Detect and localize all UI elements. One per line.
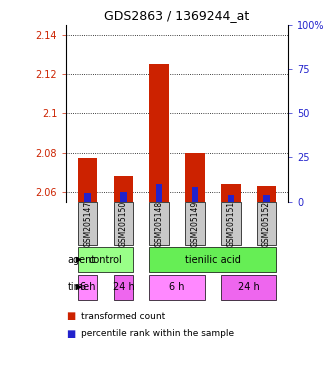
Text: 24 h: 24 h (113, 282, 134, 292)
Bar (185, 152, 205, 202)
Bar (156, 184, 163, 202)
Bar (263, 195, 270, 202)
Text: GSM205151: GSM205151 (226, 200, 235, 247)
Bar (84, 193, 91, 202)
Bar (221, 184, 241, 202)
FancyBboxPatch shape (149, 202, 169, 245)
FancyBboxPatch shape (257, 202, 276, 245)
Text: control: control (89, 255, 122, 265)
Text: 24 h: 24 h (238, 282, 260, 292)
Title: GDS2863 / 1369244_at: GDS2863 / 1369244_at (105, 9, 250, 22)
Text: GSM205150: GSM205150 (119, 200, 128, 247)
FancyBboxPatch shape (114, 202, 133, 245)
FancyBboxPatch shape (78, 202, 98, 245)
FancyBboxPatch shape (149, 275, 205, 300)
Bar (149, 64, 169, 202)
Text: time: time (67, 282, 89, 292)
Text: transformed count: transformed count (81, 312, 166, 321)
FancyBboxPatch shape (221, 202, 241, 245)
FancyBboxPatch shape (185, 202, 205, 245)
Text: ■: ■ (66, 311, 75, 321)
Bar (114, 176, 133, 202)
FancyBboxPatch shape (114, 275, 133, 300)
Text: 6 h: 6 h (80, 282, 95, 292)
Bar (120, 192, 127, 202)
Text: ■: ■ (66, 329, 75, 339)
Bar (192, 187, 198, 202)
Bar (227, 195, 234, 202)
FancyBboxPatch shape (149, 247, 276, 272)
FancyBboxPatch shape (78, 275, 98, 300)
Text: percentile rank within the sample: percentile rank within the sample (81, 329, 234, 338)
Text: GSM205152: GSM205152 (262, 200, 271, 247)
Text: agent: agent (67, 255, 96, 265)
Text: GSM205148: GSM205148 (155, 200, 164, 247)
Text: GSM205147: GSM205147 (83, 200, 92, 247)
Bar (78, 159, 98, 202)
Bar (257, 186, 276, 202)
Text: tienilic acid: tienilic acid (185, 255, 241, 265)
Text: GSM205149: GSM205149 (190, 200, 200, 247)
Text: 6 h: 6 h (169, 282, 185, 292)
FancyBboxPatch shape (221, 275, 276, 300)
FancyBboxPatch shape (78, 247, 133, 272)
